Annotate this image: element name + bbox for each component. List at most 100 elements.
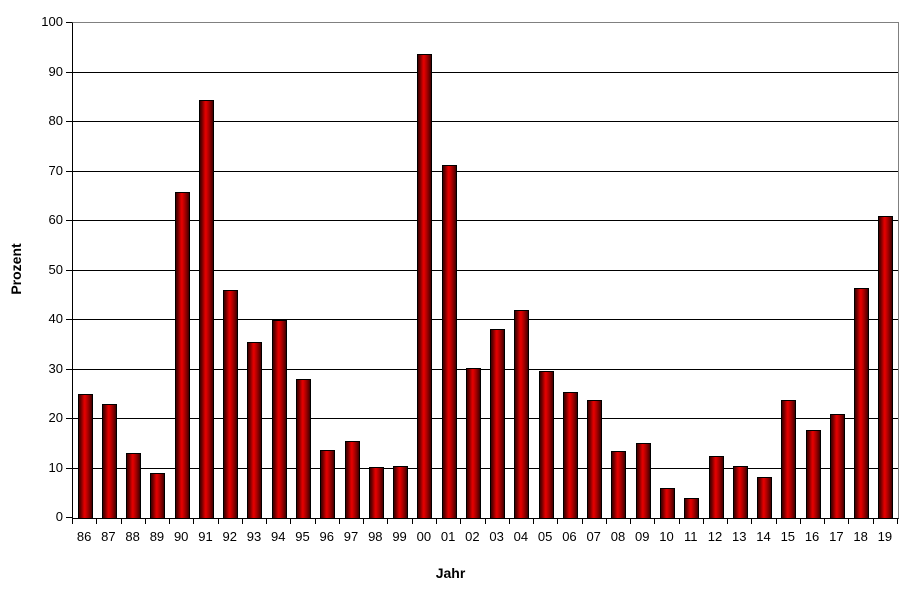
x-category-label: 03 [489,529,504,544]
x-axis-tick [508,518,510,524]
bar-02 [465,367,481,518]
x-category-label: 11 [684,529,698,544]
bar-87 [101,403,117,518]
bar-00 [417,53,433,518]
x-category-label: 89 [149,529,165,544]
x-axis-tick [557,518,559,524]
x-category-label: 19 [877,529,893,544]
gridline [73,71,898,73]
bar-88 [126,452,142,518]
x-axis-tick [338,518,340,524]
bar-13 [732,465,748,518]
x-axis-tick [266,518,268,524]
x-category-label: 02 [465,529,480,544]
x-category-label: 07 [586,529,601,544]
x-category-label: 06 [562,529,577,544]
y-tick-label: 30 [48,360,63,376]
bar-89 [150,472,166,518]
y-tick-label: 10 [48,459,63,475]
bar-94 [271,319,287,518]
y-tick-label: 70 [48,162,63,178]
bar-98 [368,466,384,518]
x-axis-tick [678,518,680,524]
x-category-label: 99 [392,529,407,544]
x-category-label: 86 [76,529,92,544]
x-category-label: 90 [173,529,189,544]
y-tick-label: 40 [48,311,63,326]
x-category-label: 00 [416,529,432,544]
x-category-label: 96 [319,529,334,544]
x-axis-tick [435,518,437,524]
bar-16 [805,429,821,518]
x-axis-tick [314,518,316,524]
y-axis-title: Prozent [8,243,24,295]
bar-15 [781,399,797,518]
x-axis-tick [848,518,850,524]
y-tick-label: 90 [48,63,63,79]
y-axis-tick [66,418,72,419]
bar-01 [441,165,457,518]
x-axis-tick [363,518,365,524]
x-category-label: 17 [829,529,844,544]
gridline [73,319,898,320]
bar-91 [198,99,214,518]
x-axis-tick [144,518,146,524]
x-category-label: 14 [756,529,771,544]
bar-90 [174,191,190,518]
x-axis-tick [654,518,656,524]
y-axis-tick [66,467,72,469]
x-axis-tick [484,518,486,524]
x-category-label: 13 [732,529,747,544]
y-axis-tick [66,517,72,518]
plot-area [72,22,899,519]
y-tick-label: 0 [55,509,63,524]
x-axis-tick [217,518,219,524]
y-axis-tick [66,220,72,221]
x-axis-tick [751,518,753,524]
bar-93 [247,342,263,518]
x-category-label: 05 [537,529,553,544]
x-axis-tick [727,518,729,524]
y-axis-tick [66,71,72,73]
x-category-label: 91 [198,529,213,544]
x-axis-tick [387,518,389,524]
bar-14 [757,476,773,518]
x-axis-tick [411,518,413,524]
gridline [73,121,898,122]
x-category-label: 04 [513,529,529,544]
bar-04 [514,310,530,518]
bar-18 [854,287,870,518]
gridline [73,368,898,370]
x-axis-tick [169,518,171,524]
bar-97 [344,441,360,518]
x-category-label: 01 [440,529,456,544]
bar-03 [490,328,506,518]
x-axis-tick [702,518,704,524]
x-axis-tick [533,518,535,524]
x-category-label: 93 [246,529,262,544]
y-axis-tick [66,121,72,122]
x-category-label: 98 [368,529,383,544]
bar-99 [393,466,409,518]
x-axis-tick [605,518,607,524]
x-category-label: 09 [634,529,650,544]
y-tick-label: 80 [48,113,63,128]
bar-10 [659,487,675,518]
bar-05 [538,370,554,518]
x-axis-tick [897,518,898,524]
y-axis-tick [66,319,72,320]
bar-09 [635,442,651,518]
y-tick-label: 60 [48,212,63,227]
x-axis-tick [193,518,195,524]
x-category-label: 18 [853,529,868,544]
bar-17 [829,414,845,518]
x-category-label: 97 [343,529,359,544]
x-axis-tick [290,518,292,524]
x-axis-title: Jahr [435,565,466,581]
x-axis-tick [775,518,777,524]
x-axis-tick [630,518,632,524]
x-category-label: 08 [610,529,626,544]
bar-07 [587,400,603,518]
x-category-label: 95 [295,529,310,544]
x-axis-tick [824,518,826,524]
